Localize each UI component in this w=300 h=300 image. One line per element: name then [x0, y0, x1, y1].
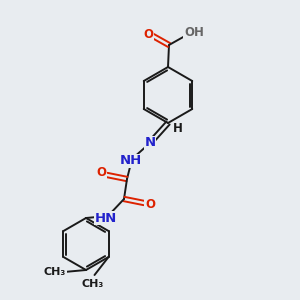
Text: HN: HN	[95, 212, 117, 224]
Text: CH₃: CH₃	[81, 279, 104, 289]
Text: O: O	[145, 199, 155, 212]
Text: O: O	[143, 28, 153, 40]
Text: H: H	[173, 122, 183, 136]
Text: CH₃: CH₃	[44, 267, 66, 277]
Text: NH: NH	[120, 154, 142, 167]
Text: N: N	[144, 136, 156, 149]
Text: O: O	[96, 167, 106, 179]
Text: OH: OH	[184, 26, 204, 40]
